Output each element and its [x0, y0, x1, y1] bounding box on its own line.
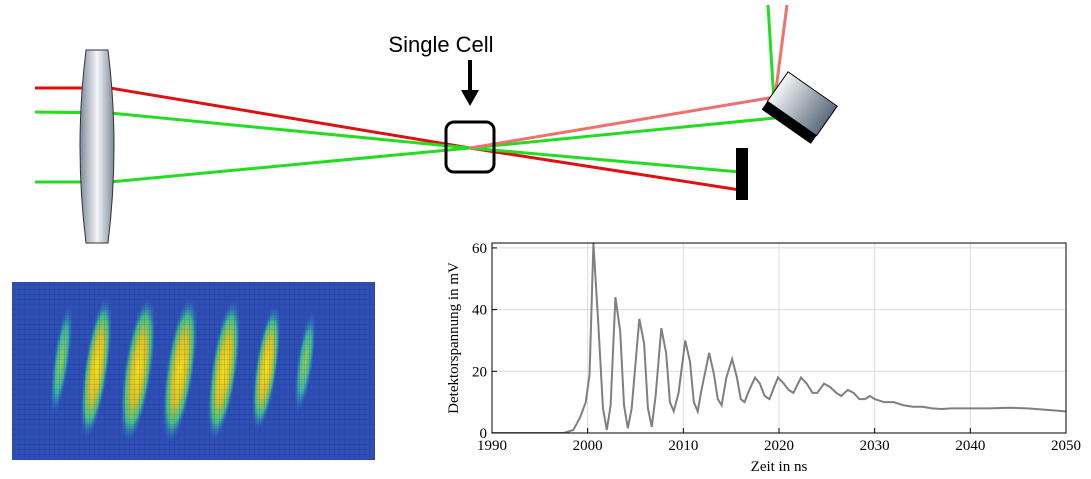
cell-box [444, 120, 496, 174]
y-tick-label: 60 [472, 241, 487, 257]
data-line [492, 243, 1066, 433]
y-tick-label: 40 [472, 303, 487, 319]
x-tick-label: 2050 [1051, 438, 1081, 454]
x-tick-label: 2000 [573, 438, 603, 454]
y-axis-label: Detektorspannung in mV [446, 262, 462, 414]
beam-block [736, 148, 748, 200]
x-axis-label: Zeit in ns [751, 459, 808, 475]
x-tick-label: 2040 [955, 438, 985, 454]
fringe-image [12, 282, 375, 460]
x-tick-label: 2030 [860, 438, 890, 454]
cell-label: Single Cell [388, 32, 493, 57]
y-tick-label: 20 [472, 364, 487, 380]
x-tick-label: 2020 [764, 438, 794, 454]
x-tick-label: 1990 [477, 438, 507, 454]
arrow-head [461, 90, 479, 106]
plot-frame [491, 242, 1067, 434]
y-tick-label: 0 [480, 426, 488, 442]
beams [34, 4, 789, 192]
lens [79, 49, 115, 244]
mirror [761, 71, 838, 144]
x-tick-label: 2010 [668, 438, 698, 454]
